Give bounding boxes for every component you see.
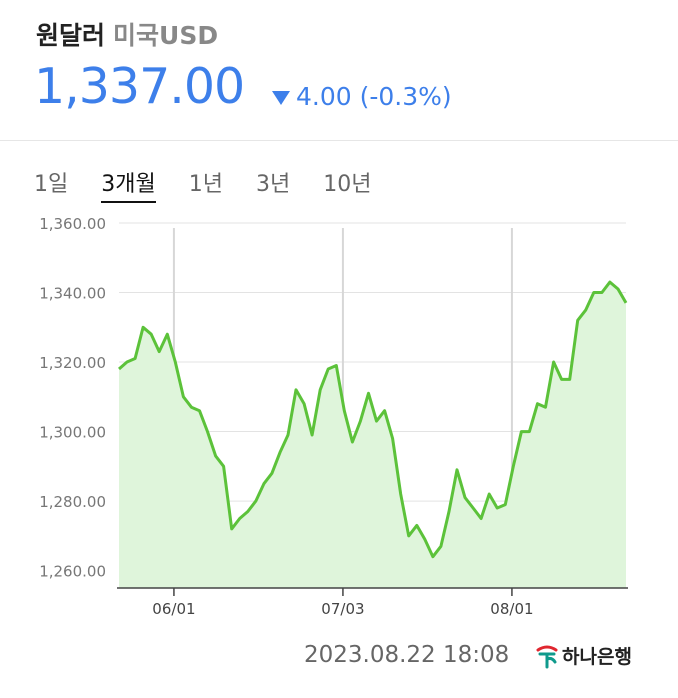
currency-subtitle: 미국USD [113, 21, 219, 50]
x-tick-label: 06/01 [152, 600, 195, 618]
exchange-rate-chart: 1,260.00 1,280.00 1,300.00 1,320.00 1,340.00… [39, 215, 628, 618]
hana-bank-logo-icon [536, 645, 558, 668]
period-tabs: 1일 3개월 1년 3년 10년 [34, 166, 404, 203]
price-change-value: 4.00 (-0.3%) [296, 82, 452, 111]
x-tick-label: 08/01 [490, 600, 533, 618]
x-tick-label: 07/03 [321, 600, 364, 618]
tab-3-months[interactable]: 3개월 [101, 166, 156, 203]
bank-source: 하나은행 [534, 642, 632, 669]
area-fill [119, 282, 626, 588]
bank-name: 하나은행 [562, 646, 632, 668]
currency-title: 원달러 미국USD [36, 16, 218, 52]
tab-1-day[interactable]: 1일 [34, 172, 69, 197]
current-price: 1,337.00 [34, 58, 245, 115]
y-tick-label: 1,300.00 [39, 424, 106, 442]
tab-1-year[interactable]: 1년 [188, 172, 223, 197]
y-tick-label: 1,320.00 [39, 354, 106, 372]
y-tick-label: 1,360.00 [39, 215, 106, 233]
currency-pair: 원달러 [36, 21, 106, 50]
y-tick-label: 1,260.00 [39, 563, 106, 581]
series-line [118, 280, 628, 559]
price-change: 4.00 (-0.3%) [272, 82, 452, 111]
y-tick-label: 1,280.00 [39, 493, 106, 511]
update-timestamp: 2023.08.22 18:08 [304, 642, 510, 668]
down-triangle-icon [272, 90, 290, 105]
tab-10-years[interactable]: 10년 [323, 172, 372, 197]
y-tick-label: 1,340.00 [39, 284, 106, 302]
header: 원달러 미국USD 1,337.00 4.00 (-0.3%) [0, 0, 678, 141]
tab-3-years[interactable]: 3년 [255, 172, 291, 197]
